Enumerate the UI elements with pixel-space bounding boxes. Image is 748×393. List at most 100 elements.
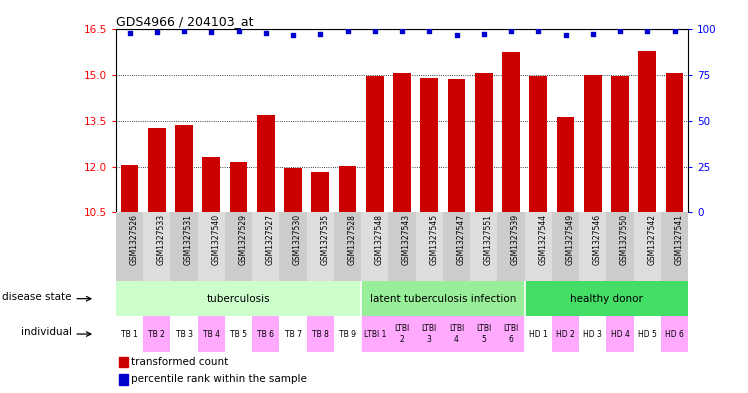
- Bar: [361, 281, 524, 316]
- Bar: [524, 281, 688, 316]
- Text: GSM1327527: GSM1327527: [266, 214, 275, 265]
- Bar: [552, 212, 579, 281]
- Bar: [366, 76, 384, 212]
- Text: GSM1327528: GSM1327528: [348, 214, 357, 265]
- Point: [423, 28, 435, 35]
- Text: GSM1327549: GSM1327549: [565, 214, 574, 265]
- Bar: [661, 212, 688, 281]
- Text: HD 3: HD 3: [583, 330, 602, 338]
- Text: TB 7: TB 7: [284, 330, 301, 338]
- Text: TB 9: TB 9: [339, 330, 356, 338]
- Text: GSM1327551: GSM1327551: [484, 214, 493, 265]
- Bar: [497, 316, 524, 352]
- Bar: [443, 316, 470, 352]
- Bar: [143, 316, 171, 352]
- Bar: [416, 316, 443, 352]
- Text: TB 4: TB 4: [203, 330, 220, 338]
- Bar: [475, 73, 493, 212]
- Text: GSM1327533: GSM1327533: [157, 214, 166, 265]
- Bar: [524, 212, 552, 281]
- Bar: [416, 212, 443, 281]
- Bar: [388, 212, 416, 281]
- Bar: [420, 77, 438, 212]
- Bar: [116, 281, 361, 316]
- Bar: [634, 212, 661, 281]
- Text: HD 4: HD 4: [610, 330, 630, 338]
- Bar: [284, 168, 302, 212]
- Text: LTBI
2: LTBI 2: [394, 324, 410, 344]
- Text: disease state: disease state: [2, 292, 72, 302]
- Bar: [120, 165, 138, 212]
- Point: [533, 28, 545, 35]
- Bar: [388, 316, 416, 352]
- Text: TB 5: TB 5: [230, 330, 247, 338]
- Point: [205, 28, 217, 35]
- Text: TB 6: TB 6: [257, 330, 275, 338]
- Point: [342, 28, 354, 35]
- Text: individual: individual: [21, 327, 72, 337]
- Text: GSM1327546: GSM1327546: [592, 214, 602, 265]
- Text: LTBI
5: LTBI 5: [476, 324, 491, 344]
- Bar: [579, 316, 607, 352]
- Bar: [225, 212, 252, 281]
- Bar: [666, 73, 684, 212]
- Text: percentile rank within the sample: percentile rank within the sample: [132, 375, 307, 384]
- Point: [669, 28, 681, 35]
- Text: GSM1327526: GSM1327526: [129, 214, 138, 265]
- Point: [641, 28, 653, 35]
- Text: LTBI 1: LTBI 1: [364, 330, 386, 338]
- Point: [260, 30, 272, 36]
- Bar: [307, 316, 334, 352]
- Text: tuberculosis: tuberculosis: [206, 294, 270, 304]
- Bar: [634, 316, 661, 352]
- Bar: [171, 212, 197, 281]
- Text: GSM1327531: GSM1327531: [184, 214, 193, 265]
- Text: HD 5: HD 5: [638, 330, 657, 338]
- Bar: [639, 51, 656, 212]
- Bar: [530, 76, 547, 212]
- Bar: [579, 212, 607, 281]
- Bar: [470, 316, 497, 352]
- Bar: [557, 117, 574, 212]
- Text: LTBI
6: LTBI 6: [503, 324, 518, 344]
- Bar: [607, 316, 634, 352]
- Bar: [334, 212, 361, 281]
- Point: [586, 31, 598, 37]
- Text: LTBI
3: LTBI 3: [422, 324, 437, 344]
- Bar: [225, 316, 252, 352]
- Bar: [116, 316, 143, 352]
- Point: [287, 32, 299, 38]
- Bar: [393, 73, 411, 212]
- Text: GSM1327548: GSM1327548: [375, 214, 384, 265]
- Bar: [120, 357, 128, 367]
- Point: [396, 28, 408, 35]
- Bar: [552, 316, 579, 352]
- Point: [369, 28, 381, 35]
- Point: [314, 31, 326, 37]
- Text: GSM1327545: GSM1327545: [429, 214, 438, 265]
- Text: GSM1327547: GSM1327547: [456, 214, 465, 265]
- Bar: [502, 52, 520, 212]
- Point: [178, 28, 190, 35]
- Bar: [143, 212, 171, 281]
- Point: [478, 31, 490, 37]
- Text: TB 3: TB 3: [176, 330, 192, 338]
- Bar: [171, 316, 197, 352]
- Bar: [252, 316, 280, 352]
- Bar: [307, 212, 334, 281]
- Bar: [252, 212, 280, 281]
- Text: GSM1327535: GSM1327535: [320, 214, 329, 265]
- Text: GSM1327541: GSM1327541: [675, 214, 684, 265]
- Bar: [361, 316, 388, 352]
- Point: [450, 32, 462, 38]
- Bar: [280, 316, 307, 352]
- Bar: [116, 212, 143, 281]
- Text: GSM1327539: GSM1327539: [511, 214, 520, 265]
- Bar: [203, 157, 220, 212]
- Bar: [120, 374, 128, 385]
- Text: GSM1327540: GSM1327540: [211, 214, 221, 265]
- Text: HD 2: HD 2: [557, 330, 575, 338]
- Text: GSM1327543: GSM1327543: [402, 214, 411, 265]
- Bar: [197, 212, 225, 281]
- Bar: [311, 172, 329, 212]
